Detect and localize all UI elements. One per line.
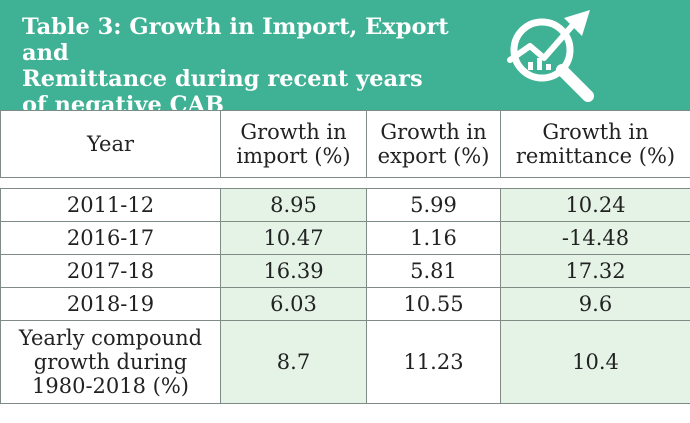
remittance-cell: 10.24 [500,188,690,222]
footer-remittance-cell: 10.4 [500,320,690,404]
export-cell: 5.81 [366,254,501,288]
table-row: 2017-18 16.39 5.81 17.32 [0,254,690,288]
growth-chart-magnifier-icon [507,10,594,102]
table-row: 2016-17 10.47 1.16 -14.48 [0,221,690,255]
header-export: Growth in export (%) [366,110,501,178]
table-header-row: Year Growth in import (%) Growth in expo… [0,110,690,178]
table-row: 2011-12 8.95 5.99 10.24 [0,188,690,222]
footer-import-cell: 8.7 [220,320,367,404]
remittance-cell: 9.6 [500,287,690,321]
table-title: Table 3: Growth in Import, Export and Re… [22,14,492,118]
export-cell: 1.16 [366,221,501,255]
remittance-cell: -14.48 [500,221,690,255]
remittance-cell: 17.32 [500,254,690,288]
growth-table: Year Growth in import (%) Growth in expo… [0,110,690,404]
import-cell: 6.03 [220,287,367,321]
year-cell: 2011-12 [0,188,221,222]
import-cell: 16.39 [220,254,367,288]
table-footer-row: Yearly compound growth during 1980-2018 … [0,320,690,404]
title-line-1: Table 3: Growth in Import, Export and [22,14,449,66]
year-cell: 2017-18 [0,254,221,288]
header-year: Year [0,110,221,178]
table-spacer [0,177,690,189]
year-cell: 2018-19 [0,287,221,321]
table-header-banner: Table 3: Growth in Import, Export and Re… [0,0,690,118]
export-cell: 5.99 [366,188,501,222]
header-import: Growth in import (%) [220,110,367,178]
table-row: 2018-19 6.03 10.55 9.6 [0,287,690,321]
year-cell: 2016-17 [0,221,221,255]
header-remittance: Growth in remittance (%) [500,110,690,178]
footer-label: Yearly compound growth during 1980-2018 … [0,320,221,404]
export-cell: 10.55 [366,287,501,321]
import-cell: 10.47 [220,221,367,255]
import-cell: 8.95 [220,188,367,222]
footer-export-cell: 11.23 [366,320,501,404]
title-line-2: Remittance during recent years [22,66,423,92]
